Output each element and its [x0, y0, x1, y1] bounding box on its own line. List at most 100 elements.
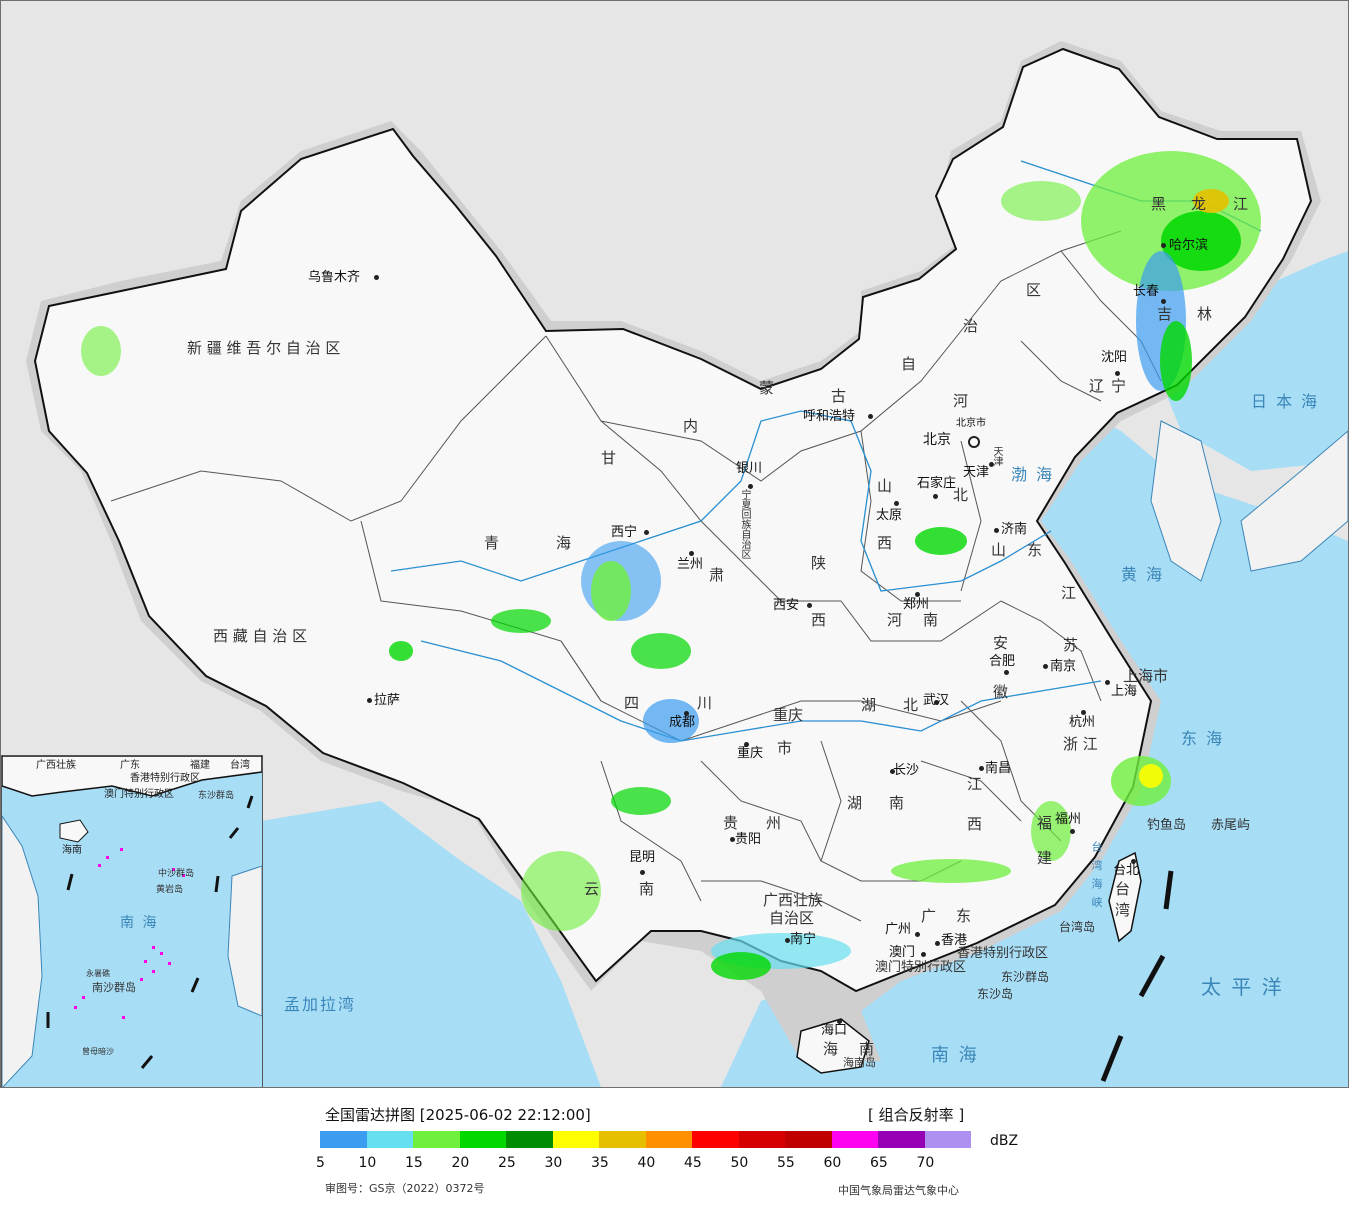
- province-label-liaoning: 辽: [1089, 377, 1105, 395]
- province-label-beijing: 北京市: [956, 418, 986, 429]
- city-label-xining: 西宁: [611, 525, 638, 540]
- legend-swatch: [552, 1131, 599, 1148]
- province-label-zhejiang: 浙 江: [1063, 735, 1098, 753]
- province-label-shaanxi: 西: [811, 611, 827, 629]
- echo-patch: [891, 859, 1011, 883]
- city-label-taibei: 台北: [1113, 863, 1140, 878]
- legend-tick-label: 55: [777, 1155, 795, 1171]
- province-label-guizhou: 贵: [723, 814, 739, 832]
- province-label-qinghai: 青: [484, 534, 500, 552]
- province-label-sichuan: 川: [697, 694, 713, 712]
- inset-label-guangdong: 广东: [120, 760, 140, 771]
- city-label-changsha: 长沙: [893, 763, 920, 778]
- province-label-gansu: 甘: [601, 449, 617, 467]
- sea-label-taiwan-strait: 台 湾 海 峡: [1090, 841, 1103, 910]
- legend-tick-label: 10: [358, 1155, 377, 1171]
- city-label-zhengzhou: 郑州: [903, 597, 930, 612]
- city-dot: [989, 462, 994, 467]
- province-label-neimeng: 内: [683, 417, 699, 435]
- inset-hainan: [59, 819, 89, 843]
- province-label-shanghai: 上海市: [1123, 667, 1169, 685]
- echo-patch: [1161, 211, 1241, 271]
- city-label-shanghai: 上海: [1111, 684, 1138, 699]
- province-label-hainan: 海: [823, 1040, 839, 1058]
- city-label-kunming: 昆明: [629, 850, 656, 865]
- bay-of-bengal: [261, 801, 601, 1087]
- city-dot: [915, 932, 920, 937]
- legend-color-bar: [320, 1131, 971, 1148]
- city-label-guiyang: 贵阳: [735, 832, 762, 847]
- inset-land: [2, 756, 262, 797]
- province-label-jiangsu: 苏: [1063, 636, 1079, 654]
- echo-patch: [81, 326, 121, 376]
- echo-patch: [1160, 321, 1192, 401]
- city-label-lhasa: 拉萨: [374, 693, 401, 708]
- city-dot: [935, 941, 940, 946]
- city-dot: [374, 275, 379, 280]
- legend-tick-label: 20: [451, 1155, 470, 1171]
- echo-patch: [611, 787, 671, 815]
- province-label-sichuan: 四: [624, 694, 640, 712]
- city-dot: [994, 528, 999, 533]
- legend-tick-label: 35: [591, 1155, 609, 1171]
- province-label-guangdong: 广: [921, 907, 937, 925]
- inset-left-land: [2, 815, 43, 1087]
- inset-label-hainan: 海南: [62, 845, 82, 856]
- city-dot: [890, 769, 895, 774]
- legend-tick-label: 70: [916, 1155, 935, 1171]
- province-label-guangxi: 广西壮族: [763, 891, 824, 909]
- inset-label-taiwan: 台湾: [230, 760, 250, 771]
- province-label-henan: 河: [887, 611, 903, 629]
- legend: 全国雷达拼图 [2025-06-02 22:12:00] [ 组合反射率 ] d…: [0, 1088, 1349, 1208]
- province-label-hebei: 河: [953, 392, 969, 410]
- china-land: [33, 47, 1313, 993]
- radar-echoes: [81, 151, 1261, 980]
- legend-swatch: [506, 1131, 553, 1148]
- city-label-hefei: 合肥: [989, 654, 1016, 669]
- city-dot: [1105, 680, 1110, 685]
- legend-swatch: [831, 1131, 878, 1148]
- city-label-nanning: 南宁: [790, 932, 817, 947]
- province-label-tianjin: 天津: [991, 446, 1002, 466]
- city-label-macao: 澳门: [889, 945, 916, 960]
- legend-tick-label: 5: [316, 1155, 325, 1171]
- city-label-hohhot: 呼和浩特: [803, 409, 856, 424]
- province-label-hainan: 南: [859, 1040, 875, 1058]
- city-dot: [807, 603, 812, 608]
- province-label-fujian: 福: [1037, 814, 1053, 832]
- inset-island-marks: [74, 848, 185, 1019]
- city-label-lanzhou: 兰州: [677, 557, 704, 572]
- city-dot: [1161, 299, 1166, 304]
- inset-right-land: [227, 865, 262, 1017]
- city-label-shenyang: 沈阳: [1101, 350, 1128, 365]
- legend-swatch: [599, 1131, 646, 1148]
- taiwan: [1108, 851, 1142, 943]
- capital-icon: [968, 436, 980, 448]
- city-label-wuhan: 武汉: [923, 693, 950, 708]
- legend-title: 全国雷达拼图 [2025-06-02 22:12:00]: [325, 1106, 591, 1124]
- inset-label-macao: 澳门特别行政区: [104, 789, 174, 800]
- inset-label-zengmu: 曾母暗沙: [82, 1047, 114, 1056]
- province-label-ningxia: 宁夏回族自治区: [739, 489, 750, 559]
- echo-patch: [1193, 189, 1229, 213]
- echo-patch: [389, 641, 413, 661]
- city-dot: [1081, 710, 1086, 715]
- inset-label-guangxi: 广西壮族: [36, 760, 76, 771]
- echo-patch: [491, 609, 551, 633]
- city-dot: [915, 592, 920, 597]
- city-dot: [1070, 829, 1075, 834]
- province-label-shandong: 山: [991, 541, 1007, 559]
- legend-tick-label: 25: [498, 1155, 516, 1171]
- inset-label-nanhai: 南 海: [120, 915, 159, 931]
- inset-label-zhongsha: 中沙群岛: [158, 869, 195, 879]
- province-label-qinghai: 海: [556, 534, 572, 552]
- city-dot: [744, 742, 749, 747]
- city-label-changchun: 长春: [1133, 284, 1160, 299]
- province-label-anhui: 徽: [993, 683, 1009, 701]
- province-label-macao: 澳门特别行政区: [875, 960, 967, 975]
- review-number: 审图号：GS京（2022）0372号: [325, 1182, 485, 1195]
- province-label-jiangxi: 江: [967, 775, 983, 793]
- city-dot: [1004, 670, 1009, 675]
- province-label-liaoning: 宁: [1111, 377, 1127, 395]
- legend-unit: dBZ: [990, 1133, 1019, 1149]
